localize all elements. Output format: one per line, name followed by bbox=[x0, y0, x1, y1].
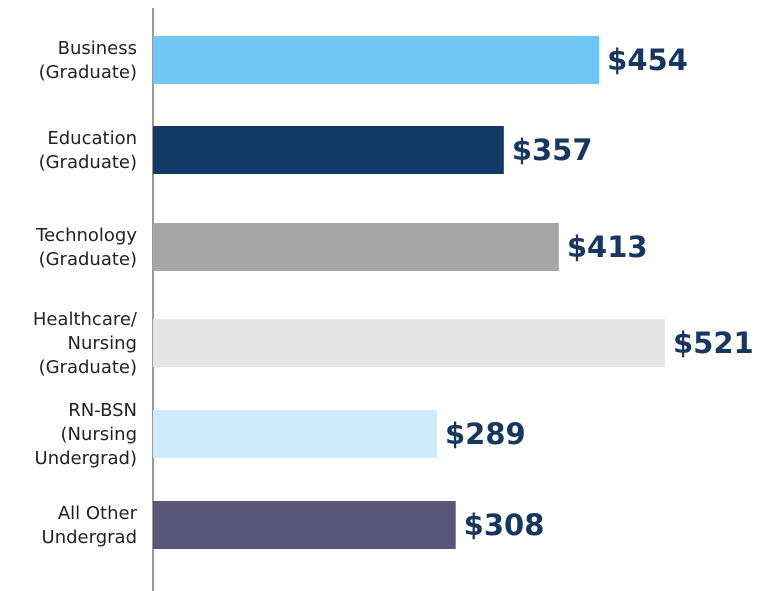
category-line: Nursing bbox=[68, 333, 138, 354]
category-line: RN-BSN bbox=[68, 400, 137, 421]
category-line: Business bbox=[58, 38, 137, 59]
bar bbox=[153, 319, 665, 367]
category-line: Technology bbox=[35, 225, 137, 246]
category-line: Education bbox=[47, 128, 137, 149]
value-label: $289 bbox=[445, 417, 526, 451]
category-label: Business (Graduate) bbox=[39, 38, 137, 83]
category-line: All Other bbox=[58, 503, 138, 524]
value-label: $308 bbox=[464, 508, 545, 542]
category-line: (Graduate) bbox=[39, 249, 137, 270]
bar bbox=[153, 36, 600, 84]
bar bbox=[153, 501, 456, 549]
value-label: $357 bbox=[512, 133, 593, 167]
category-label: Healthcare/Nursing (Graduate) bbox=[33, 309, 138, 378]
category-label: Technology (Graduate) bbox=[35, 225, 137, 270]
bar bbox=[153, 126, 504, 174]
category-line: (Graduate) bbox=[39, 152, 137, 173]
value-label: $521 bbox=[673, 326, 754, 360]
category-line: (Graduate) bbox=[39, 62, 137, 83]
bar bbox=[153, 223, 559, 271]
category-line: Undergrad bbox=[42, 527, 137, 548]
value-label: $413 bbox=[567, 230, 648, 264]
category-line: Healthcare/ bbox=[33, 309, 138, 330]
category-line: (Nursing bbox=[60, 424, 137, 445]
value-label: $454 bbox=[607, 43, 688, 77]
bar bbox=[153, 410, 438, 458]
category-line: (Graduate) bbox=[39, 357, 137, 378]
category-label: All Other Undergrad bbox=[42, 503, 138, 548]
category-label: Education (Graduate) bbox=[39, 128, 137, 173]
category-label: RN-BSN (Nursing Undergrad) bbox=[35, 400, 137, 469]
category-line: Undergrad) bbox=[35, 448, 137, 469]
